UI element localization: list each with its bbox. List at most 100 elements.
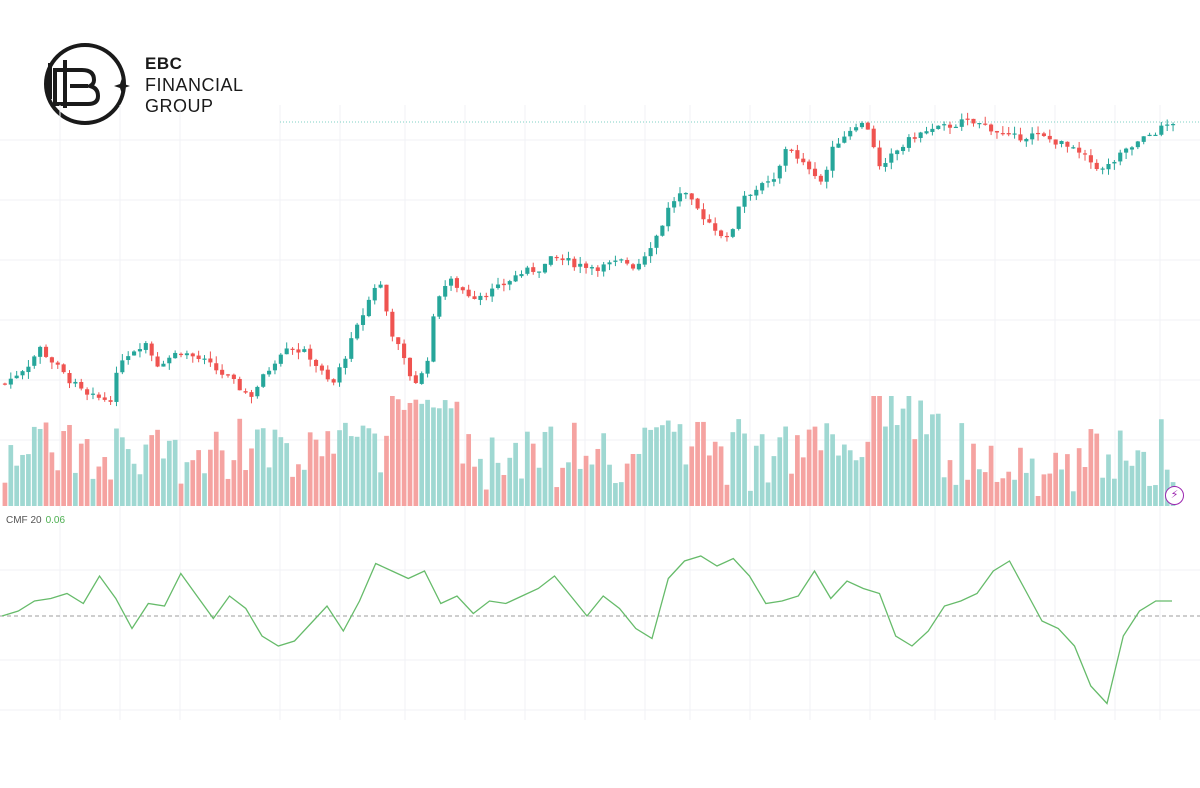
volume-bar — [607, 464, 612, 506]
volume-bar — [706, 455, 712, 506]
candle-body — [1088, 155, 1093, 163]
brand-name: EBC — [145, 54, 183, 73]
volume-bar — [1123, 460, 1129, 506]
candle — [437, 295, 442, 320]
candle-body — [431, 316, 436, 362]
volume-bar — [1059, 469, 1064, 506]
candle-body — [865, 122, 870, 130]
candle — [378, 281, 383, 289]
volume-bar — [577, 468, 583, 506]
volume-bar — [830, 434, 835, 506]
candle — [695, 197, 700, 210]
candle-body — [1036, 132, 1041, 135]
candle-body — [789, 149, 794, 151]
volume-bar — [366, 428, 372, 506]
volume-bar — [712, 441, 718, 506]
volume-bar — [249, 448, 254, 506]
candle-body — [167, 357, 172, 364]
volume-bar — [759, 434, 765, 506]
volume-bar — [84, 439, 90, 506]
volume-bar — [818, 450, 824, 506]
volume-bar — [554, 487, 560, 506]
volume-bar — [906, 396, 912, 506]
candle — [672, 197, 677, 213]
candle-body — [1059, 141, 1064, 144]
candle-body — [566, 258, 571, 261]
volume-bar — [143, 444, 149, 506]
volume-bar — [483, 489, 489, 506]
volume-bar — [571, 422, 577, 506]
candle — [959, 113, 964, 131]
ebc-logo-emblem-icon — [44, 43, 130, 125]
candle-body — [372, 287, 377, 301]
volume-bar — [924, 434, 929, 506]
candle — [14, 370, 19, 379]
volume-bar — [595, 448, 601, 506]
volume-bar — [883, 426, 888, 506]
candle — [930, 123, 935, 136]
candle-body — [26, 366, 31, 373]
candle — [20, 370, 25, 380]
candle-body — [255, 386, 260, 397]
candle-body — [971, 118, 976, 124]
candle-body — [85, 389, 90, 395]
candle-body — [243, 391, 248, 393]
volume-bar — [513, 442, 518, 506]
candle-body — [713, 223, 718, 231]
candle — [1106, 158, 1111, 175]
lightning-bolt-icon[interactable]: ⚡ — [1165, 486, 1184, 505]
candle-body — [666, 207, 671, 227]
volume-bar — [959, 423, 965, 506]
volume-bar — [14, 465, 20, 506]
candle — [1118, 149, 1123, 166]
volume-bar — [836, 455, 841, 506]
candle — [167, 355, 172, 370]
volume-bar — [654, 427, 659, 506]
candle-body — [132, 351, 137, 356]
candle — [912, 132, 917, 143]
candle-body — [824, 169, 829, 182]
candle-body — [1171, 124, 1176, 126]
volume-bar — [401, 409, 407, 506]
candle-body — [466, 289, 471, 297]
candle-body — [331, 379, 336, 383]
candle-body — [261, 374, 266, 387]
candle-body — [953, 126, 958, 129]
candle — [742, 191, 747, 213]
volume-bar — [472, 466, 477, 506]
candle — [1141, 136, 1146, 145]
volume-bar — [1141, 451, 1147, 506]
candle — [1059, 140, 1064, 148]
candle — [355, 322, 360, 341]
candle-body — [349, 338, 354, 359]
candle — [953, 124, 958, 129]
candle-body — [73, 381, 78, 384]
candle-body — [912, 137, 917, 139]
candle — [202, 355, 207, 365]
volume-bars — [2, 396, 1176, 506]
candle-body — [137, 349, 142, 352]
candle — [49, 356, 54, 370]
candle-body — [1082, 153, 1088, 155]
volume-bar — [178, 483, 184, 506]
candle — [102, 392, 107, 402]
volume-bar — [343, 422, 348, 506]
candle-body — [190, 353, 195, 357]
candle — [196, 350, 201, 363]
volume-bar — [871, 396, 877, 506]
candle-body — [143, 343, 148, 350]
volume-bar — [331, 453, 337, 506]
candle-body — [396, 337, 401, 345]
candle-body — [484, 295, 489, 298]
volume-bar — [806, 429, 812, 506]
volume-bar — [436, 408, 442, 506]
candle — [225, 373, 231, 378]
candle-body — [537, 271, 542, 273]
volume-bar — [765, 482, 771, 506]
candle-body — [584, 263, 589, 268]
volume-bar — [665, 420, 671, 506]
candle — [38, 345, 43, 364]
candle — [261, 373, 266, 388]
candle-body — [677, 193, 683, 202]
